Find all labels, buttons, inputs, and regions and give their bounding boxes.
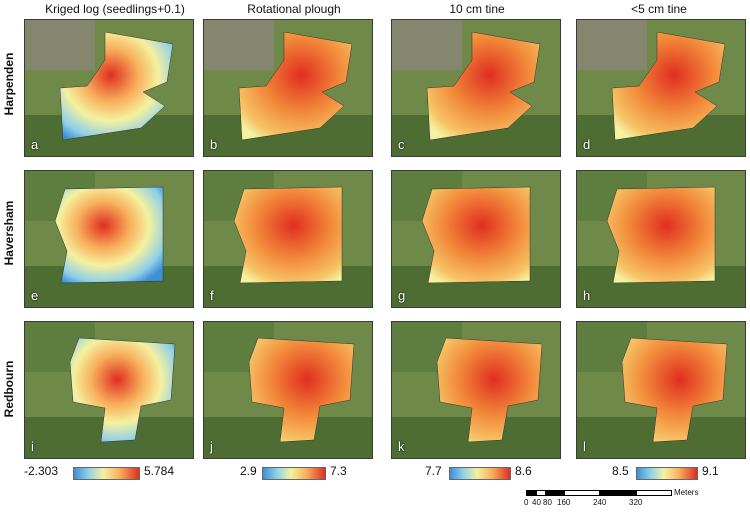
kriged-field-heatmap — [233, 186, 343, 284]
scale-segment — [526, 490, 536, 496]
legend-color-bar — [636, 467, 698, 480]
map-panel-j: j — [203, 321, 373, 459]
kriged-field-heatmap — [54, 186, 164, 284]
map-panel-a: a — [24, 19, 194, 157]
legend-color-bar — [449, 467, 511, 480]
aerial-imagery — [204, 171, 372, 307]
legend-kriged: -2.303 5.784 — [24, 463, 184, 483]
aerial-imagery — [25, 171, 193, 307]
column-title-rotational-plough: Rotational plough — [247, 2, 341, 16]
column-title-kriged: Kriged log (seedlings+0.1) — [45, 2, 185, 16]
aerial-imagery — [577, 171, 745, 307]
scale-tick: 160 — [557, 498, 571, 507]
legend-color-bar — [73, 467, 140, 480]
kriged-field-heatmap — [421, 186, 531, 284]
urban-area — [577, 20, 647, 70]
scale-segment — [564, 490, 600, 496]
panel-letter: c — [398, 137, 405, 152]
kriged-field-heatmap — [248, 337, 355, 443]
kriged-field-heatmap — [238, 31, 353, 141]
column-title-5cm-tine: <5 cm tine — [631, 2, 687, 16]
legend-rotational-plough: 2.9 7.3 — [240, 463, 360, 483]
row-title-redbourn: Redbourn — [2, 360, 16, 418]
legend-max: 5.784 — [144, 464, 175, 478]
legend-max: 7.3 — [330, 464, 347, 478]
aerial-imagery — [204, 20, 372, 156]
panel-letter: l — [583, 439, 586, 454]
kriged-field-heatmap — [621, 337, 728, 443]
legend-min: 7.7 — [425, 464, 442, 478]
aerial-imagery — [392, 20, 560, 156]
aerial-imagery — [577, 322, 745, 458]
map-panel-e: e — [24, 170, 194, 308]
map-panel-i: i — [24, 321, 194, 459]
legend-color-bar — [262, 467, 326, 480]
aerial-imagery — [25, 322, 193, 458]
panel-letter: f — [210, 288, 214, 303]
panel-letter: e — [31, 288, 39, 303]
panel-letter: a — [31, 137, 39, 152]
row-title-haversham: Haversham — [2, 200, 16, 266]
urban-area — [25, 20, 95, 70]
map-panel-d: d — [576, 19, 746, 157]
kriged-field-heatmap — [426, 31, 541, 141]
aerial-imagery — [204, 322, 372, 458]
urban-area — [392, 20, 462, 70]
urban-area — [204, 20, 274, 70]
scale-segment — [536, 490, 546, 496]
panel-letter: j — [210, 439, 213, 454]
panel-letter: b — [210, 137, 218, 152]
scale-tick: 0 — [524, 498, 529, 507]
panel-letter: i — [31, 439, 34, 454]
legend-10cm-tine: 7.7 8.6 — [425, 463, 545, 483]
panel-letter: d — [583, 137, 591, 152]
legend-min: 8.5 — [612, 464, 629, 478]
scale-segment — [600, 490, 636, 496]
kriged-field-heatmap — [611, 31, 726, 141]
legend-min: -2.303 — [24, 464, 59, 478]
scale-tick: 40 — [532, 498, 541, 507]
map-panel-c: c — [391, 19, 561, 157]
scale-tick: 320 — [629, 498, 643, 507]
map-panel-l: l — [576, 321, 746, 459]
scale-tick: 80 — [543, 498, 552, 507]
aerial-imagery — [577, 20, 745, 156]
scale-units: Meters — [674, 488, 699, 497]
scale-segment — [636, 490, 672, 496]
scale-tick: 240 — [593, 498, 607, 507]
panel-letter: g — [398, 288, 406, 303]
panel-letter: k — [398, 439, 405, 454]
map-panel-k: k — [391, 321, 561, 459]
map-panel-h: h — [576, 170, 746, 308]
panel-letter: h — [583, 288, 591, 303]
scale-bar: Meters 0 40 80 160 240 320 — [524, 488, 746, 514]
aerial-imagery — [392, 171, 560, 307]
scale-segment — [546, 490, 564, 496]
map-panel-f: f — [203, 170, 373, 308]
map-panel-b: b — [203, 19, 373, 157]
legend-min: 2.9 — [240, 464, 257, 478]
legend-max: 8.6 — [515, 464, 532, 478]
kriged-field-heatmap — [69, 337, 176, 443]
aerial-imagery — [392, 322, 560, 458]
legend-max: 9.1 — [702, 464, 719, 478]
kriged-field-heatmap — [436, 337, 543, 443]
column-title-10cm-tine: 10 cm tine — [449, 2, 505, 16]
aerial-imagery — [25, 20, 193, 156]
map-panel-g: g — [391, 170, 561, 308]
row-title-harpenden: Harpenden — [2, 52, 16, 116]
kriged-field-heatmap — [606, 186, 716, 284]
kriged-field-heatmap — [59, 31, 174, 141]
legend-5cm-tine: 8.5 9.1 — [612, 463, 732, 483]
